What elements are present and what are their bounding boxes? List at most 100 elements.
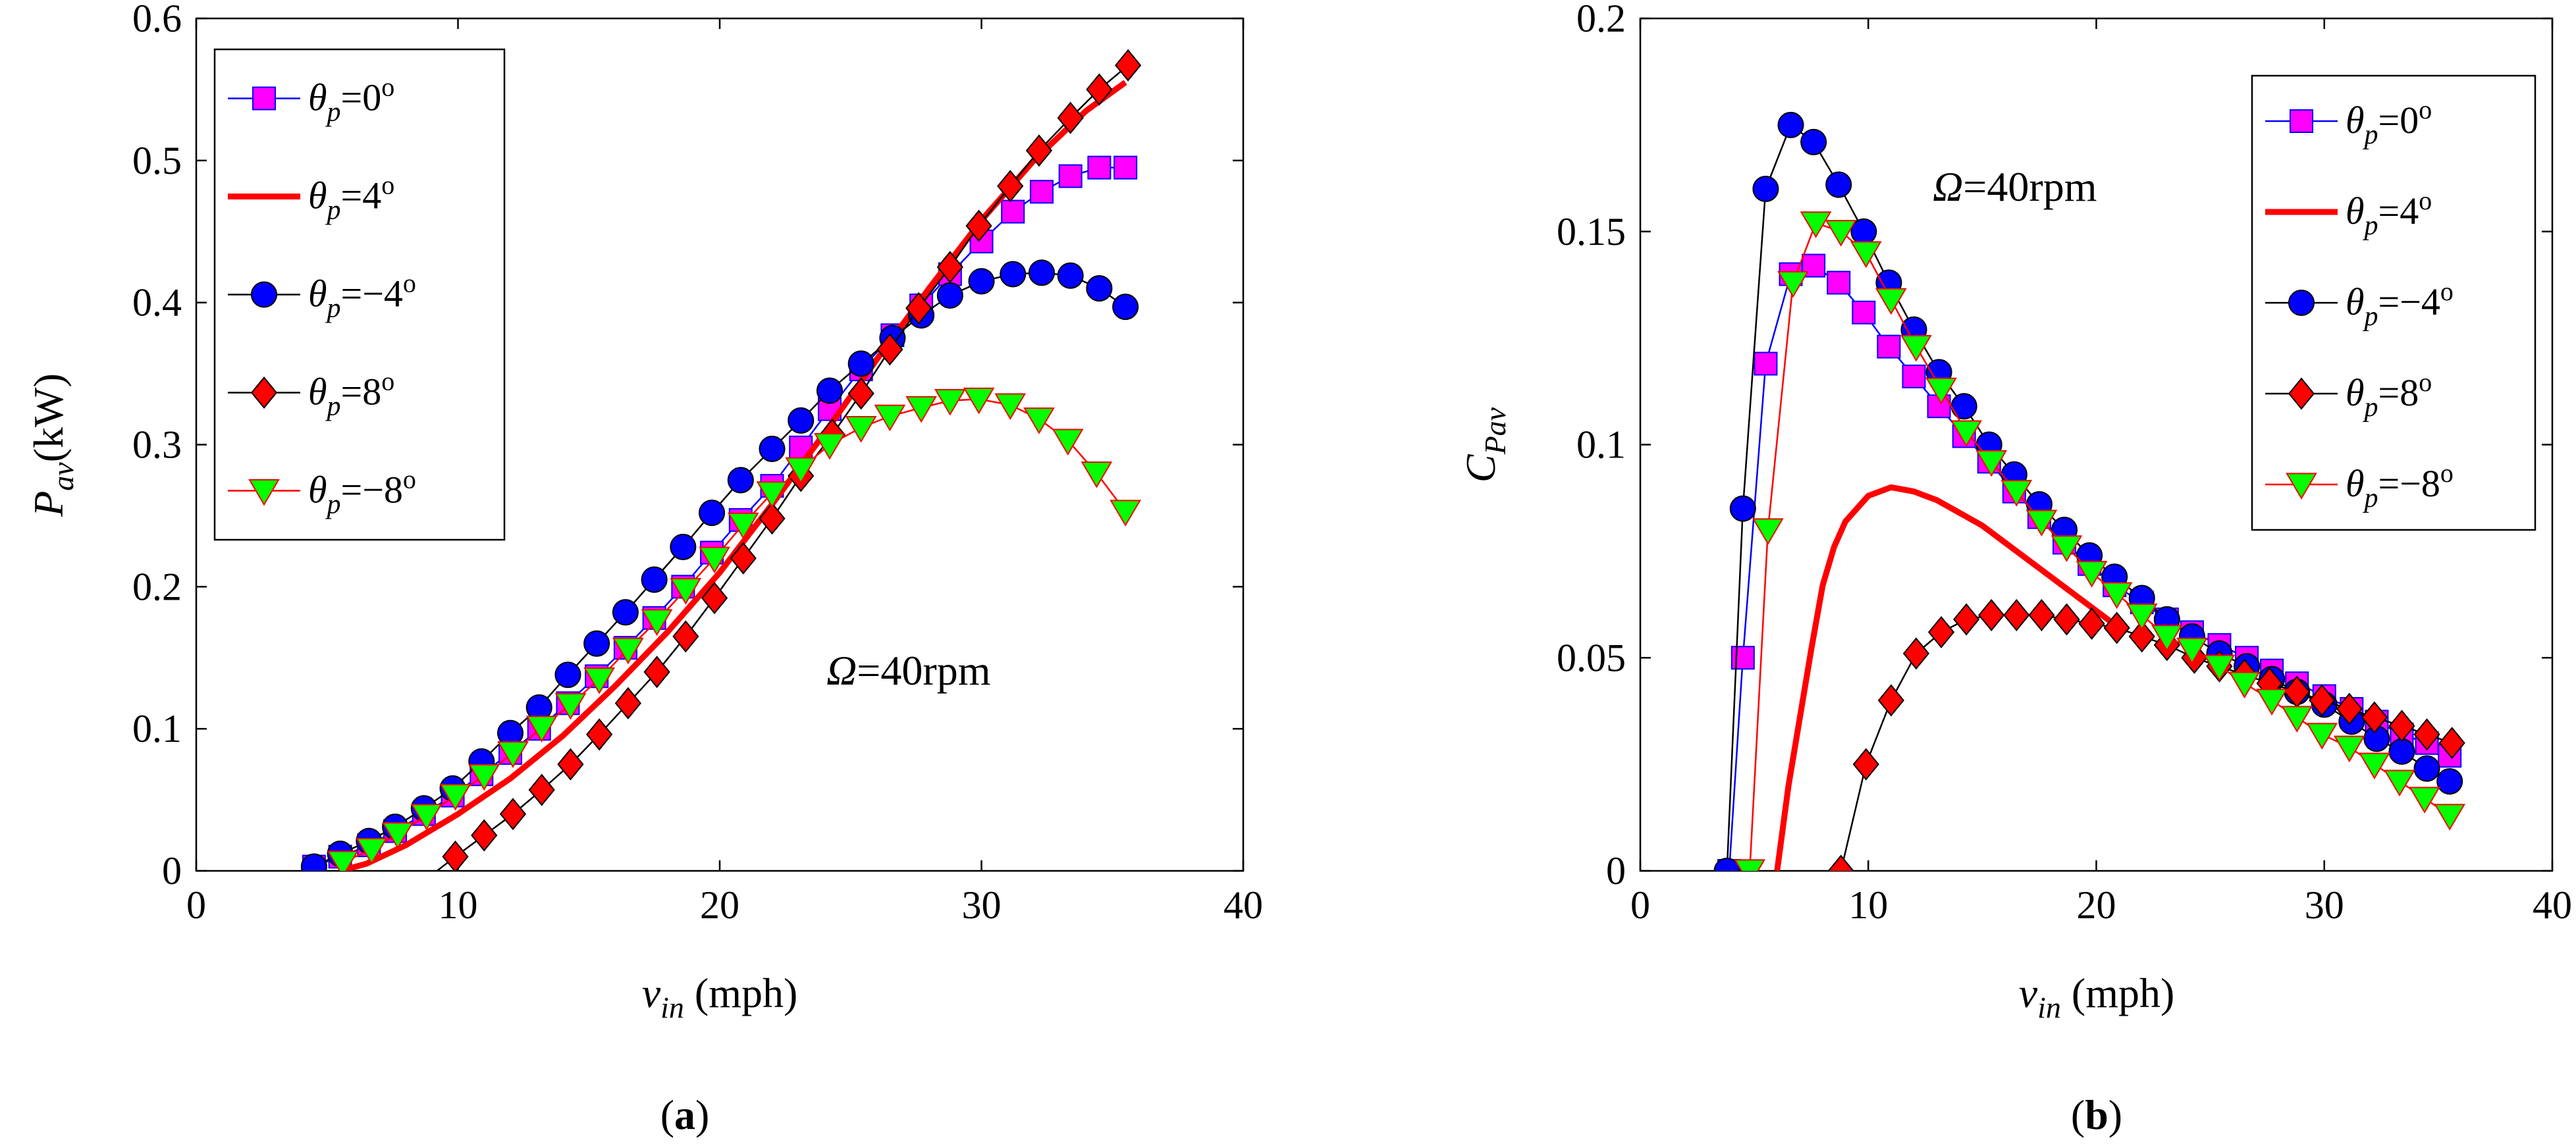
annotation-b: Ω=40rpm bbox=[1933, 163, 2097, 210]
data-point-s2 bbox=[1777, 111, 1804, 138]
data-point-s3 bbox=[2128, 620, 2155, 653]
x-tick-label: 30 bbox=[2305, 883, 2344, 927]
data-point-s3 bbox=[1953, 603, 1980, 636]
data-point-s3 bbox=[586, 718, 613, 751]
data-point-s3 bbox=[442, 840, 469, 871]
x-axis-label-a: vin (mph) bbox=[642, 970, 798, 1024]
x-tick-label: 0 bbox=[186, 883, 206, 927]
y-tick-label: 0.6 bbox=[132, 0, 182, 40]
data-point-s4 bbox=[2000, 480, 2033, 507]
legend-marker-s2 bbox=[250, 281, 278, 308]
legend-label-s2: θp=−4o bbox=[2346, 276, 2454, 332]
y-tick-label: 0 bbox=[162, 849, 182, 893]
data-point-s4 bbox=[670, 578, 702, 605]
data-point-s0 bbox=[1058, 164, 1083, 188]
data-point-s2 bbox=[1713, 857, 1740, 871]
legend-label-s2: θp=−4o bbox=[308, 269, 416, 324]
data-point-s0 bbox=[1902, 364, 1926, 388]
data-point-s4 bbox=[410, 804, 443, 831]
data-point-s3 bbox=[1057, 101, 1084, 134]
legend-label-s1: θp=4o bbox=[2346, 186, 2432, 241]
data-point-s4 bbox=[612, 637, 644, 665]
data-point-s4 bbox=[1023, 407, 1055, 434]
legend-marker-s3 bbox=[2288, 377, 2315, 410]
data-point-s0 bbox=[1731, 646, 1755, 670]
legend-b: θp=0o θp=4o θp=−4o θp=8o θp=−8o bbox=[2251, 74, 2536, 531]
data-point-s3 bbox=[2003, 598, 2030, 632]
legend-label-s0: θp=0o bbox=[308, 72, 394, 128]
data-point-s4 bbox=[554, 692, 587, 720]
data-point-s3 bbox=[557, 748, 584, 781]
data-point-s2 bbox=[1752, 175, 1779, 203]
data-point-s2 bbox=[1000, 261, 1027, 288]
data-point-s3 bbox=[1877, 684, 1904, 717]
data-point-s4 bbox=[2126, 603, 2158, 631]
data-point-s2 bbox=[1086, 275, 1113, 302]
data-point-s4 bbox=[2101, 582, 2133, 610]
data-point-s4 bbox=[845, 416, 877, 443]
data-point-s4 bbox=[2359, 752, 2390, 780]
data-point-s3 bbox=[2388, 710, 2415, 742]
data-point-s2 bbox=[583, 630, 610, 657]
axis-ticks-b: 0 10 20 30 40 0 0.05 0.1 0.15 0.2 bbox=[1557, 0, 2572, 927]
annotation-a: Ω=40rpm bbox=[826, 647, 990, 694]
data-point-s3 bbox=[730, 542, 757, 575]
data-point-s2 bbox=[788, 407, 815, 434]
data-point-s4 bbox=[2384, 769, 2415, 796]
data-point-s0 bbox=[1827, 271, 1851, 295]
data-point-s0 bbox=[1877, 334, 1901, 359]
data-point-s2 bbox=[968, 268, 995, 295]
data-point-s3 bbox=[701, 582, 728, 615]
series-line-s1 bbox=[1774, 484, 2121, 871]
legend-marker-s4 bbox=[2286, 473, 2317, 500]
data-point-s4 bbox=[2434, 804, 2466, 831]
data-point-s4 bbox=[785, 457, 817, 484]
data-point-s3 bbox=[1902, 637, 1930, 670]
x-tick-label: 20 bbox=[700, 883, 739, 927]
data-point-s0 bbox=[1852, 300, 1876, 325]
data-point-s3 bbox=[2053, 603, 2080, 636]
data-point-s4 bbox=[2151, 625, 2183, 652]
data-point-s3 bbox=[471, 819, 498, 852]
data-point-s4 bbox=[1734, 859, 1766, 871]
data-point-s4 bbox=[382, 822, 414, 849]
y-tick-label: 0 bbox=[1606, 849, 1626, 893]
data-point-s4 bbox=[1825, 220, 1857, 247]
y-tick-label: 0.15 bbox=[1557, 210, 1626, 253]
data-point-s4 bbox=[2076, 561, 2108, 588]
data-point-s3 bbox=[847, 377, 874, 410]
data-point-s4 bbox=[2306, 723, 2338, 750]
x-tick-label: 0 bbox=[1630, 883, 1650, 927]
data-point-s2 bbox=[1800, 128, 1827, 155]
data-point-s3 bbox=[2309, 684, 2336, 717]
y-tick-label: 0.1 bbox=[132, 707, 182, 750]
data-point-s2 bbox=[1028, 259, 1055, 286]
panel-label-a: (a) bbox=[660, 1091, 710, 1138]
x-tick-label: 20 bbox=[2077, 883, 2116, 927]
x-tick-label: 40 bbox=[2533, 883, 2572, 927]
series-group bbox=[300, 49, 1142, 871]
data-point-s3 bbox=[614, 687, 641, 719]
data-point-s3 bbox=[965, 209, 992, 242]
data-point-s3 bbox=[643, 656, 670, 689]
legend-a: θp=0o θp=4o θp=−4o θp=8o θp=−8o bbox=[213, 48, 506, 541]
data-point-s2 bbox=[936, 282, 963, 309]
data-point-s3 bbox=[759, 502, 786, 535]
data-point-s2 bbox=[670, 533, 697, 560]
y-tick-label: 0.05 bbox=[1557, 636, 1626, 679]
series-group bbox=[1713, 111, 2466, 871]
data-point-s4 bbox=[1875, 288, 1907, 315]
data-point-s4 bbox=[814, 432, 845, 460]
data-point-s4 bbox=[756, 481, 788, 508]
data-point-s0 bbox=[1001, 199, 1025, 224]
legend-label-s4: θp=−8o bbox=[2346, 458, 2454, 513]
data-point-s0 bbox=[1029, 180, 1054, 204]
data-point-s0 bbox=[1087, 155, 1112, 180]
data-point-s4 bbox=[727, 512, 759, 540]
data-point-s2 bbox=[641, 566, 668, 593]
data-point-s4 bbox=[1052, 429, 1084, 456]
data-point-s3 bbox=[528, 773, 555, 806]
legend-label-s3: θp=8o bbox=[308, 367, 394, 422]
data-point-s4 bbox=[905, 396, 937, 423]
